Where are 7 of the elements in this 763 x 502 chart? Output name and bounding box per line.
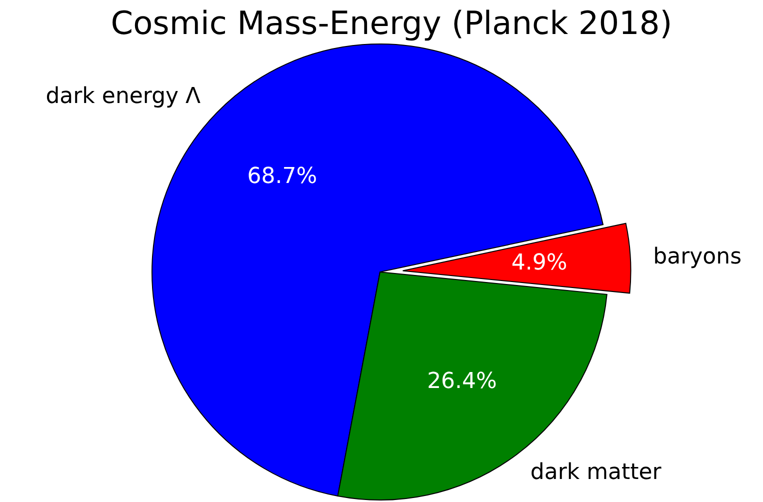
chart-title: Cosmic Mass-Energy (Planck 2018)	[110, 4, 672, 42]
slice-label: baryons	[653, 244, 742, 270]
slice-label: dark matter	[530, 460, 662, 486]
data-label: 68.7%	[247, 164, 318, 189]
slice-label: dark energy Λ	[46, 84, 201, 110]
data-label: 4.9%	[511, 250, 568, 276]
data-label: 26.4%	[427, 368, 497, 394]
